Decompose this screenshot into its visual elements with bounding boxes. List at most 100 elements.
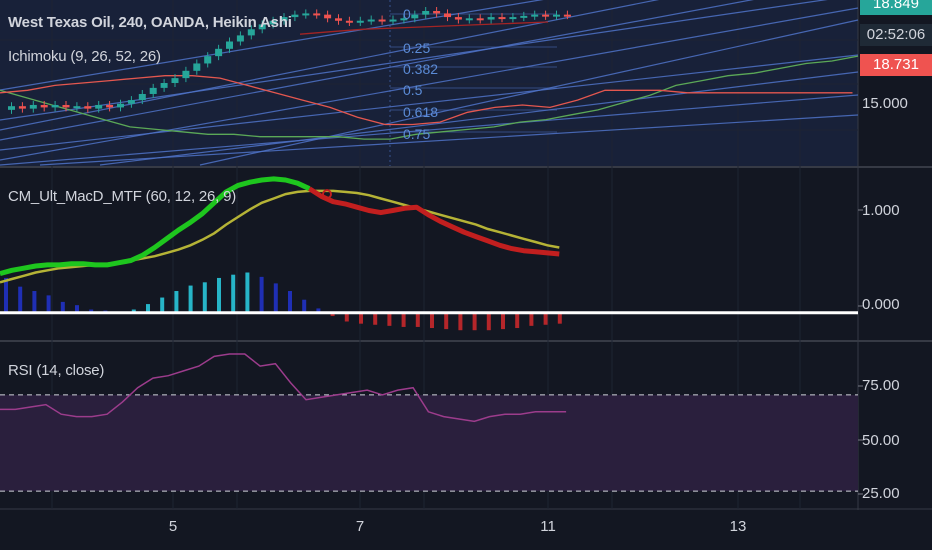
macd-histogram-bar [288,291,292,313]
candle-body [62,104,70,108]
macd-histogram-bar [444,312,449,330]
candle-body [226,41,233,49]
rsi-axis-high: 75.00 [862,377,900,394]
candle-body [389,19,397,22]
fan-line [0,54,859,151]
candle-body [106,104,114,108]
fan-line [0,94,859,166]
ichimoku-title[interactable]: Ichimoku (9, 26, 52, 26) [8,48,161,65]
candle-body [356,20,364,23]
candle-body [313,13,321,16]
macd-histogram-bar [231,274,236,313]
fan-line [199,19,859,166]
rsi-title[interactable]: RSI (14, close) [8,362,105,379]
candle-body [563,14,571,17]
macd-histogram-bar [501,312,505,330]
macd-histogram-bar [174,291,179,313]
rsi-band-fill [0,394,858,492]
candle-body [193,63,201,71]
macd-histogram-bar [60,301,65,313]
candle-body [345,20,353,23]
time-label-11: 11 [540,518,556,535]
macd-title[interactable]: CM_Ult_MacD_MTF (60, 12, 26, 9) [8,188,237,205]
candle-body [29,104,37,109]
macd-histogram-bar [32,291,37,313]
candle-body [247,29,255,36]
ichimoku-base-line [0,75,853,126]
candle-body [465,18,473,21]
candle-body [117,103,124,108]
macd-cross-marker [322,189,332,200]
current-price-tag: 18.731 [860,54,932,76]
candle-body [324,14,332,19]
macd-histogram-bar [160,297,165,313]
candle-body [40,104,48,108]
fib-label-0: 0 [403,6,411,22]
candle-body [51,104,59,108]
candle-body [280,17,288,21]
macd-histogram-bar [202,282,207,313]
price-pane-bg [0,0,858,166]
macd-histogram-bar [529,312,534,326]
countdown-tag: 02:52:06 [860,24,932,46]
macd-histogram-bar [543,312,548,325]
rsi-axis-low: 25.00 [862,485,900,502]
fan-line [0,0,755,141]
macd-histogram-bar [316,308,321,313]
macd-histogram-bar [146,304,150,313]
fan-line [0,0,544,91]
candle-body [258,24,266,30]
candle-body [454,17,462,20]
fib-label-05: 0.5 [403,82,423,98]
candle-body [95,104,103,109]
macd-histogram-bar [131,309,136,313]
macd-axis-one: 1.000 [862,202,900,219]
macd-histogram-bar [430,312,434,329]
candle-body [84,106,92,109]
macd-histogram-bar [302,299,307,313]
candle-body [542,14,550,17]
candle-body [149,87,157,94]
candle-body [302,13,310,16]
macd-histogram-bar [472,312,477,331]
candle-body [204,56,212,64]
macd-histogram-bar [415,312,420,327]
candle-body [367,19,375,22]
candle-body [498,17,506,20]
candle-body [378,19,386,22]
candle-body [138,93,146,101]
fib-label-0382: 0.382 [403,61,439,77]
candle-body [487,17,495,20]
macd-histogram-bar [486,312,491,331]
time-label-5: 5 [168,518,178,535]
fib-label-025: 0.25 [403,40,431,56]
macd-histogram-bar [387,312,392,326]
time-label-7: 7 [355,518,365,535]
macd-histogram-bar [4,277,8,313]
candle-body [160,83,168,88]
candle-body [509,17,517,20]
macd-histogram-bar [401,312,406,327]
macd-line-falling [308,186,560,257]
fan-line [39,114,859,166]
candle-body [291,14,299,18]
macd-histogram-bar [344,312,349,322]
macd-histogram-bar [458,312,463,331]
candle-body [433,10,441,14]
fib-label-075: 0.75 [403,126,431,142]
macd-histogram-bar [557,312,562,324]
candle-body [8,106,15,110]
rsi-line [0,353,567,423]
candle-body [553,14,560,17]
macd-histogram-bar [46,295,51,313]
candle-body [476,18,484,21]
macd-line-rising [0,176,311,277]
time-label-13: 13 [729,518,747,535]
macd-histogram-bar [18,286,23,313]
symbol-title[interactable]: West Texas Oil, 240, OANDA, Heikin Ashi [8,14,292,31]
candle-body [531,14,539,17]
candle-body [182,70,190,79]
fan-line [99,71,859,166]
